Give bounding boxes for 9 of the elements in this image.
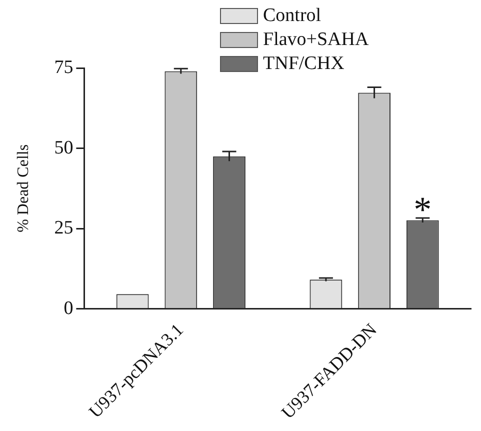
annotation: * — [414, 189, 432, 230]
y-tick-label: 25 — [54, 218, 74, 239]
legend-label: TNF/CHX — [263, 52, 344, 76]
legend-label: Control — [263, 4, 322, 28]
legend-label: Flavo+SAHA — [263, 28, 369, 52]
y-tick-label: 0 — [64, 298, 74, 319]
y-axis-title: % Dead Cells — [14, 144, 32, 232]
y-tick-label: 50 — [54, 137, 74, 158]
y-tick-label: 75 — [54, 56, 74, 78]
